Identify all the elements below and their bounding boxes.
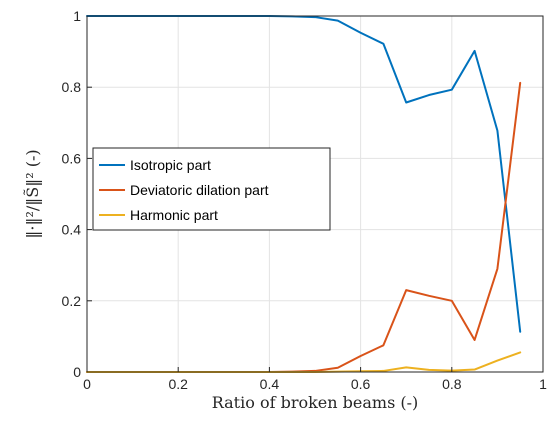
x-tick-label: 0.2 xyxy=(168,376,188,392)
legend-label: Isotropic part xyxy=(130,157,211,173)
x-tick-label: 0 xyxy=(83,376,91,392)
legend-box xyxy=(92,147,331,231)
x-tick-label: 0.4 xyxy=(260,376,280,392)
y-tick-label: 0.6 xyxy=(62,150,82,166)
x-axis-label: Ratio of broken beams (-) xyxy=(212,393,419,412)
legend: Isotropic part Deviatoric dilation part Ha… xyxy=(92,147,331,231)
x-tick-label: 0.8 xyxy=(442,376,462,392)
x-tick-label: 1 xyxy=(539,376,547,392)
y-tick-label: 0.4 xyxy=(62,222,82,238)
axes-box xyxy=(86,15,544,373)
y-tick-label: 0.2 xyxy=(62,293,82,309)
legend-label: Deviatoric dilation part xyxy=(130,182,269,198)
y-tick-label: 0 xyxy=(73,364,81,380)
y-tick-label: 1 xyxy=(73,8,81,24)
x-tick-label: 0.6 xyxy=(351,376,371,392)
legend-label: Harmonic part xyxy=(130,207,218,223)
y-tick-label: 0.8 xyxy=(62,79,82,95)
ticks: 0 0.2 0.4 0.6 0.8 1 0 0.2 0.4 0.6 0.8 1 xyxy=(62,8,547,392)
y-axis-label: ‖·‖²/‖S̃‖² (-) xyxy=(23,149,42,238)
